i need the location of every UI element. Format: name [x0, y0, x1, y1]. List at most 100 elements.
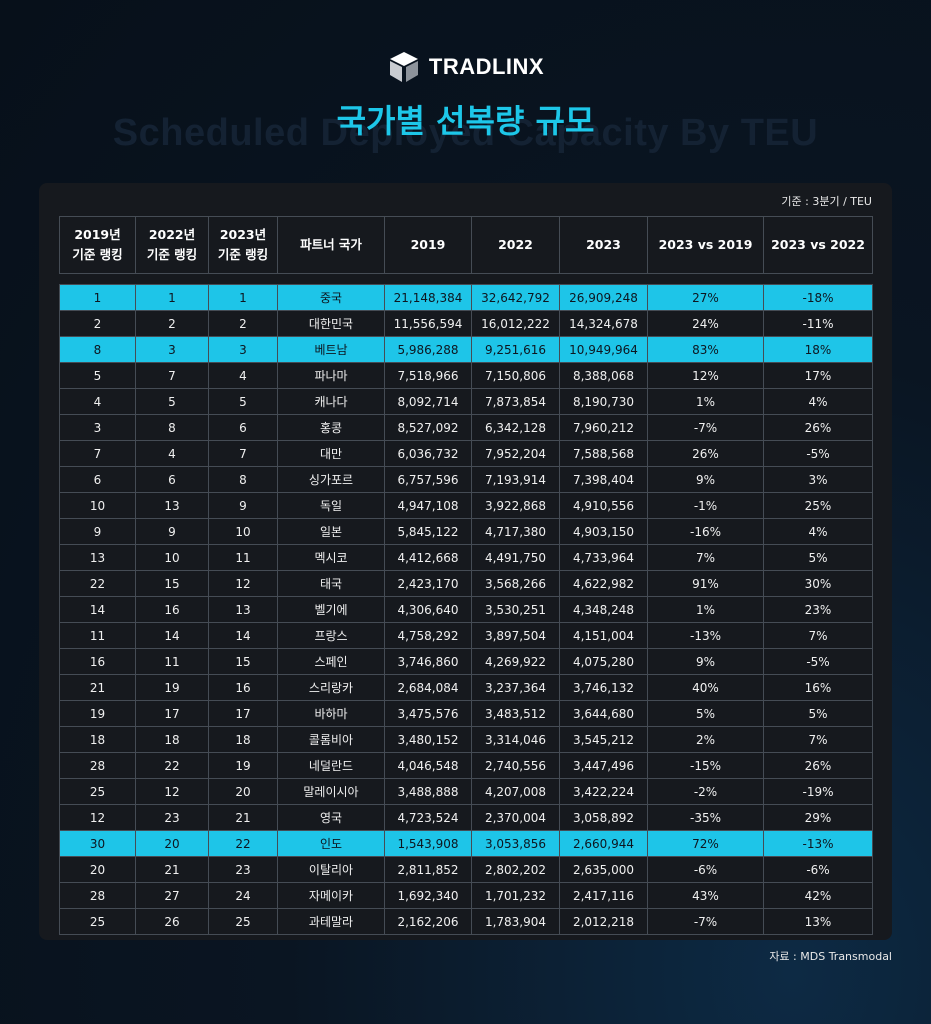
table-cell: 7	[208, 440, 278, 467]
table-cell: 28	[59, 752, 136, 779]
table-cell: 26,909,248	[559, 284, 648, 311]
table-cell: 18	[59, 726, 136, 753]
table-cell: 9	[135, 518, 209, 545]
table-cell: 12	[59, 804, 136, 831]
table-cell: 프랑스	[277, 622, 385, 649]
table-cell: 11	[59, 622, 136, 649]
table-cell: 9	[208, 492, 278, 519]
column-header: 2023 vs 2019	[647, 216, 764, 274]
table-cell: 16	[208, 674, 278, 701]
table-cell: 홍콩	[277, 414, 385, 441]
table-cell: 대만	[277, 440, 385, 467]
table-cell: 3,483,512	[471, 700, 560, 727]
table-cell: -13%	[647, 622, 764, 649]
header-spacer	[59, 273, 873, 285]
table-cell: 6,342,128	[471, 414, 560, 441]
column-header: 2022년 기준 랭킹	[135, 216, 209, 274]
table-cell: 30%	[763, 570, 873, 597]
table-cell: 3,530,251	[471, 596, 560, 623]
table-cell: 22	[208, 830, 278, 857]
basis-note: 기준 : 3분기 / TEU	[781, 195, 872, 208]
table-row: 25 12 20 말레이시아 3,488,888 4,207,008 3,422,224 -2…	[59, 778, 873, 805]
table-cell: 1,783,904	[471, 908, 560, 935]
table-cell: 16	[59, 648, 136, 675]
table-cell: 5%	[763, 700, 873, 727]
table-cell: 6,036,732	[384, 440, 472, 467]
table-cell: -19%	[763, 778, 873, 805]
table-cell: 파나마	[277, 362, 385, 389]
table-cell: 14	[135, 622, 209, 649]
spacer-cell	[384, 273, 472, 285]
column-header: 2022	[471, 216, 560, 274]
table-cell: 9%	[647, 648, 764, 675]
table-cell: 7,398,404	[559, 466, 648, 493]
table-cell: 13%	[763, 908, 873, 935]
table-cell: 23	[208, 856, 278, 883]
table-row: 19 17 17 바하마 3,475,576 3,483,512 3,644,680 5% 5%	[59, 700, 873, 727]
table-cell: 14	[59, 596, 136, 623]
table-cell: 2	[59, 310, 136, 337]
table-cell: 인도	[277, 830, 385, 857]
table-cell: 17	[208, 700, 278, 727]
table-cell: 26	[135, 908, 209, 935]
brand-logo: TRADLINX	[0, 50, 931, 84]
table-cell: 2%	[647, 726, 764, 753]
table-cell: 16,012,222	[471, 310, 560, 337]
table-cell: 22	[135, 752, 209, 779]
table-cell: 3,314,046	[471, 726, 560, 753]
table-cell: 20	[208, 778, 278, 805]
table-cell: -6%	[647, 856, 764, 883]
table-cell: 4,903,150	[559, 518, 648, 545]
table-cell: 8,527,092	[384, 414, 472, 441]
cube-logo-icon	[389, 52, 418, 82]
table-row: 20 21 23 이탈리아 2,811,852 2,802,202 2,635,000 -6%…	[59, 856, 873, 883]
table-cell: 17%	[763, 362, 873, 389]
table-cell: 11,556,594	[384, 310, 472, 337]
table-cell: 3,053,856	[471, 830, 560, 857]
spacer-cell	[59, 273, 136, 285]
table-cell: 72%	[647, 830, 764, 857]
table-cell: 42%	[763, 882, 873, 909]
table-cell: 멕시코	[277, 544, 385, 571]
table-cell: 스리랑카	[277, 674, 385, 701]
table-cell: 4,306,640	[384, 596, 472, 623]
table-cell: 29%	[763, 804, 873, 831]
table-cell: 20	[59, 856, 136, 883]
table-cell: 11	[208, 544, 278, 571]
table-cell: 6	[59, 466, 136, 493]
table-cell: 43%	[647, 882, 764, 909]
table-cell: 콜롬비아	[277, 726, 385, 753]
table-cell: 24	[208, 882, 278, 909]
table-cell: 24%	[647, 310, 764, 337]
column-header: 2023	[559, 216, 648, 274]
table-cell: 2	[208, 310, 278, 337]
table-cell: 7,952,204	[471, 440, 560, 467]
table-cell: 독일	[277, 492, 385, 519]
table-cell: 32,642,792	[471, 284, 560, 311]
table-cell: 10	[59, 492, 136, 519]
table-cell: 9%	[647, 466, 764, 493]
table-cell: 25	[59, 908, 136, 935]
table-row: 4 5 5 캐나다 8,092,714 7,873,854 8,190,730 1% 4%	[59, 388, 873, 415]
table-cell: 1%	[647, 388, 764, 415]
spacer-cell	[208, 273, 278, 285]
table-cell: 23%	[763, 596, 873, 623]
table-cell: 이탈리아	[277, 856, 385, 883]
table-row: 16 11 15 스페인 3,746,860 4,269,922 4,075,280 9% -5…	[59, 648, 873, 675]
table-cell: 13	[59, 544, 136, 571]
table-row: 5 7 4 파나마 7,518,966 7,150,806 8,388,068 12% 17%	[59, 362, 873, 389]
table-cell: 3,237,364	[471, 674, 560, 701]
table-cell: 4	[59, 388, 136, 415]
table-cell: 싱가포르	[277, 466, 385, 493]
table-cell: 25	[59, 778, 136, 805]
table-cell: 4,412,668	[384, 544, 472, 571]
table-row: 21 19 16 스리랑카 2,684,084 3,237,364 3,746,132 40%…	[59, 674, 873, 701]
table-cell: 25	[208, 908, 278, 935]
table-cell: 자메이카	[277, 882, 385, 909]
table-cell: 4,947,108	[384, 492, 472, 519]
table-cell: 7	[135, 362, 209, 389]
table-cell: 1	[135, 284, 209, 311]
table-cell: 4,207,008	[471, 778, 560, 805]
table-cell: 2,660,944	[559, 830, 648, 857]
table-cell: 3%	[763, 466, 873, 493]
